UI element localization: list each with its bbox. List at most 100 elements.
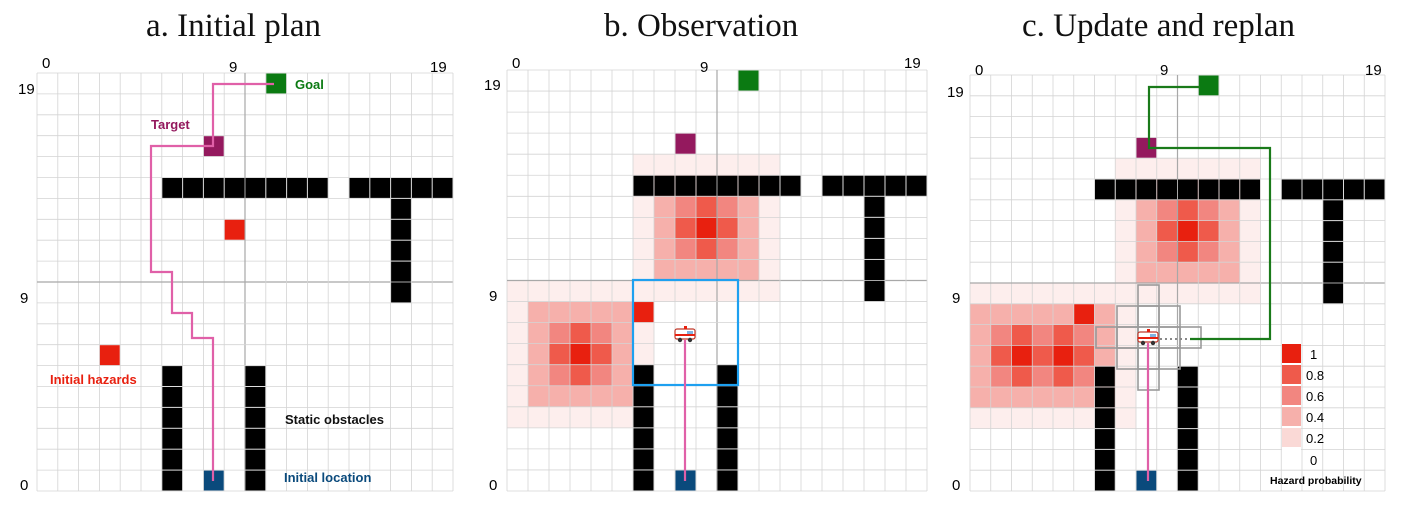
target-label: Target bbox=[151, 117, 190, 132]
hazard-probability-cell bbox=[970, 387, 991, 408]
obstacle-cell bbox=[1095, 387, 1115, 408]
legend-label: 0.8 bbox=[1306, 368, 1324, 383]
hazard-probability-cell bbox=[633, 196, 654, 218]
goal-cell bbox=[266, 73, 287, 94]
hazard-probability-cell bbox=[1011, 303, 1033, 325]
hazard-probability-cell bbox=[1198, 283, 1219, 304]
hazard-probability-cell bbox=[570, 385, 591, 407]
hazard-probability-cell bbox=[759, 217, 780, 239]
legend-label: 0 bbox=[1310, 453, 1317, 468]
obstacle-cell bbox=[1178, 387, 1198, 408]
replanned-path bbox=[1147, 85, 1272, 341]
hazard-probability-cell bbox=[1239, 262, 1261, 283]
hazard-probability-cell bbox=[1073, 324, 1095, 346]
obstacle-cell bbox=[843, 175, 864, 196]
hazard-probability-cell bbox=[654, 154, 675, 176]
hazard-probability-cell bbox=[1011, 407, 1033, 429]
hazard-probability-cell bbox=[1011, 366, 1033, 387]
hazard-cell bbox=[99, 345, 120, 366]
obstacle-cell bbox=[391, 261, 411, 282]
obstacle-cell bbox=[633, 365, 654, 386]
legend-title: Hazard probability bbox=[1270, 475, 1362, 487]
hazard-probability-cell bbox=[654, 238, 675, 260]
obstacle-cell bbox=[245, 366, 266, 386]
obstacle-cell bbox=[1136, 179, 1157, 200]
x-tick-19: 19 bbox=[430, 59, 447, 76]
obstacle-cell bbox=[717, 470, 738, 491]
obstacle-cell bbox=[245, 428, 266, 449]
obstacle-cell bbox=[307, 178, 328, 198]
panel-b-grid: 0 9 19 19 9 0 bbox=[484, 55, 928, 494]
hazard-probability-cell bbox=[1136, 199, 1157, 221]
hazard-probability-cell bbox=[1156, 241, 1178, 263]
obstacle-cell bbox=[245, 449, 266, 470]
hazard-probability-cell bbox=[507, 301, 528, 323]
hazard-probability-cell bbox=[1219, 220, 1240, 242]
hazard-probability-cell bbox=[528, 406, 549, 428]
obstacle-cell bbox=[759, 175, 780, 196]
hazard-probability-cell bbox=[1032, 324, 1053, 346]
obstacle-cell bbox=[1323, 200, 1343, 221]
hazard-probability-cell bbox=[675, 154, 696, 176]
hazard-probability-cell bbox=[1239, 199, 1261, 221]
obstacle-cell bbox=[391, 282, 411, 303]
obstacle-cell bbox=[822, 175, 843, 196]
obstacle-cell bbox=[864, 175, 885, 196]
obstacle-cell bbox=[717, 386, 738, 407]
hazard-probability-cell bbox=[696, 154, 717, 176]
hazard-probability-cell bbox=[612, 322, 633, 344]
hazard-probability-cell bbox=[528, 385, 549, 407]
hazard-probability-cell bbox=[1219, 158, 1240, 179]
obstacle-cell bbox=[183, 178, 203, 198]
obstacle-cell bbox=[1364, 179, 1385, 200]
hazard-probability-cell bbox=[654, 259, 675, 281]
grid-cells bbox=[99, 73, 453, 491]
obstacle-cell bbox=[633, 386, 654, 407]
hazard-probability-cell bbox=[696, 280, 717, 302]
hazard-cell bbox=[633, 302, 654, 323]
obstacle-cell bbox=[1323, 221, 1343, 241]
hazard-heatmap bbox=[970, 158, 1261, 429]
hazard-probability-cell bbox=[738, 280, 759, 302]
hazard-probability-cell bbox=[507, 385, 528, 407]
hazard-probability-cell bbox=[990, 324, 1012, 346]
y-tick-0: 0 bbox=[489, 477, 497, 494]
hazard-probability-cell bbox=[1094, 283, 1116, 304]
goal-label: Goal bbox=[295, 77, 324, 92]
obstacle-cell bbox=[633, 175, 654, 196]
hazard-probability-cell bbox=[612, 406, 633, 428]
y-tick-19: 19 bbox=[947, 84, 964, 101]
hazard-probability-cell bbox=[633, 154, 654, 176]
panel-a-grid: 0 9 19 19 9 0 Goal Target Initial hazard… bbox=[18, 55, 454, 494]
hazard-probability-cell bbox=[1136, 220, 1157, 242]
panel-c-title: c. Update and replan bbox=[1022, 8, 1296, 44]
hazard-probability-cell bbox=[591, 406, 612, 428]
y-tick-19: 19 bbox=[18, 81, 35, 98]
hazard-probability-cell bbox=[1177, 199, 1199, 221]
hazard-probability-cell bbox=[528, 301, 549, 323]
hazard-probability-cell bbox=[970, 366, 991, 387]
hazard-probability-cell bbox=[549, 280, 570, 302]
obstacle-cell bbox=[885, 175, 906, 196]
obstacle-cell bbox=[162, 178, 183, 198]
hazard-probability-cell bbox=[591, 301, 612, 323]
hazard-probability-cell bbox=[990, 345, 1012, 367]
hazard-probability-cell bbox=[696, 259, 717, 281]
hazard-probability-cell bbox=[1115, 199, 1136, 221]
obstacle-cell bbox=[245, 407, 266, 428]
goal-cell bbox=[1198, 75, 1219, 96]
obstacle-cell bbox=[864, 259, 885, 280]
hazard-probability-cell bbox=[1156, 220, 1178, 242]
obstacle-cell bbox=[906, 175, 927, 196]
hazard-probability-cell bbox=[1198, 262, 1219, 283]
obstacle-cell bbox=[696, 175, 717, 196]
panel-b-title: b. Observation bbox=[604, 8, 799, 44]
obstacle-cell bbox=[287, 178, 307, 198]
hazard-probability-cell bbox=[738, 238, 759, 260]
hazard-probability-cell bbox=[1094, 345, 1116, 367]
hazard-probability-cell bbox=[1115, 303, 1136, 325]
hazard-probability-cell bbox=[738, 154, 759, 176]
hazard-probability-cell bbox=[1177, 158, 1199, 179]
ambulance-icon bbox=[1137, 329, 1159, 346]
grid-cells bbox=[633, 70, 927, 491]
